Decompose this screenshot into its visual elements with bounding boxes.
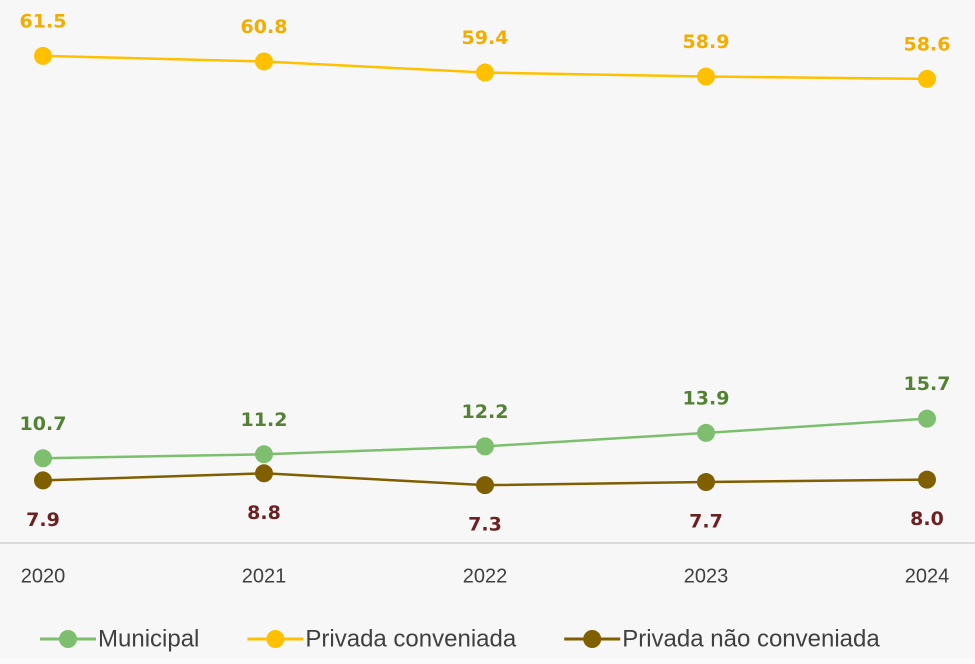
point (697, 473, 715, 492)
legend-label: Privada conveniada (305, 625, 516, 652)
point (697, 423, 715, 442)
data-label: 59.4 (462, 27, 509, 49)
data-label: 13.9 (683, 387, 730, 409)
point (34, 471, 52, 490)
data-label: 7.9 (26, 509, 60, 531)
data-label: 8.8 (247, 502, 281, 524)
legend-marker (59, 630, 77, 648)
point (918, 470, 936, 489)
x-tick-label: 2023 (684, 565, 729, 587)
x-tick-label: 2020 (21, 565, 66, 587)
data-label: 15.7 (904, 373, 951, 395)
point (697, 67, 715, 86)
x-tick-label: 2021 (242, 565, 287, 587)
data-label: 61.5 (20, 10, 67, 32)
data-label: 58.9 (683, 31, 730, 53)
data-label: 58.6 (904, 33, 951, 55)
point (918, 69, 936, 88)
data-label: 10.7 (20, 413, 67, 435)
point (34, 46, 52, 65)
point (476, 437, 494, 456)
x-tick-label: 2024 (905, 565, 950, 587)
data-label: 7.3 (468, 514, 502, 536)
data-label: 60.8 (241, 16, 288, 38)
legend-label: Privada não conveniada (622, 625, 880, 652)
point (255, 445, 273, 464)
point (34, 449, 52, 468)
data-label: 8.0 (910, 508, 944, 530)
legend-label: Municipal (98, 625, 199, 652)
point (255, 464, 273, 483)
x-tick-label: 2022 (463, 565, 508, 587)
legend-marker (266, 630, 285, 648)
point (476, 476, 494, 495)
legend-marker (583, 630, 602, 648)
data-label: 12.2 (462, 401, 509, 423)
point (918, 409, 936, 428)
data-label: 11.2 (241, 409, 288, 431)
data-label: 7.7 (689, 511, 723, 533)
point (255, 52, 273, 71)
point (476, 63, 494, 82)
